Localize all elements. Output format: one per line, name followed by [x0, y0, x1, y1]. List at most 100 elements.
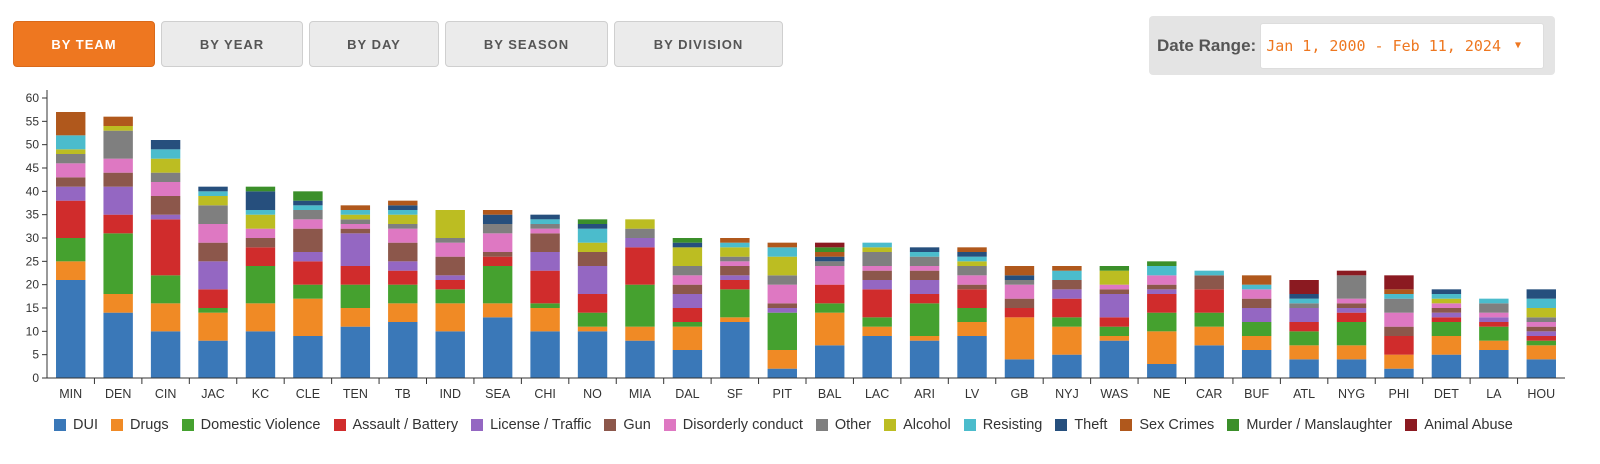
- x-tick-label: DET: [1434, 387, 1459, 401]
- legend-swatch: [1405, 419, 1418, 431]
- legend-item[interactable]: Disorderly conduct: [663, 417, 803, 433]
- tab-by-team[interactable]: BY TEAM: [13, 21, 155, 67]
- x-tick-label: NYJ: [1055, 387, 1079, 401]
- bar-segment: [909, 247, 940, 252]
- legend-item[interactable]: Sex Crimes: [1120, 417, 1214, 433]
- bar-segment: [1384, 289, 1414, 294]
- bar-segment: [103, 158, 133, 173]
- y-tick-label: 35: [26, 208, 40, 222]
- legend-swatch: [181, 419, 194, 431]
- caret-down-icon: ▼: [1515, 40, 1522, 51]
- bar-segment: [957, 256, 987, 262]
- bar-segment: [862, 266, 892, 271]
- tab-by-year[interactable]: BY YEAR: [161, 21, 303, 67]
- legend-item[interactable]: Animal Abuse: [1405, 417, 1513, 433]
- bar-segment: [1147, 284, 1177, 290]
- bar-segment: [957, 308, 987, 322]
- bar-segment: [340, 326, 371, 378]
- bar-segment: [103, 172, 133, 187]
- bar-segment: [388, 322, 418, 378]
- bar-segment: [1241, 336, 1272, 350]
- bar-segment: [56, 261, 86, 280]
- bar-segment: [815, 242, 845, 248]
- y-tick-label: 40: [26, 184, 40, 198]
- bar-segment: [1526, 336, 1556, 341]
- bar-segment: [767, 242, 797, 248]
- view-tabs: BY TEAM BY YEAR BY DAY BY SEASON BY DIVI…: [13, 21, 783, 67]
- bar-stack-nyj: [1052, 266, 1082, 378]
- date-range-panel: Date Range: Jan 1, 2000 - Feb 11, 2024 ▼: [1149, 16, 1555, 75]
- legend-item[interactable]: Domestic Violence: [181, 417, 321, 433]
- bar-segment: [577, 252, 608, 266]
- legend-item[interactable]: Resisting: [963, 417, 1042, 433]
- legend-item[interactable]: Other: [815, 417, 871, 433]
- bar-stack-la: [1479, 298, 1509, 378]
- bar-segment: [815, 312, 845, 346]
- legend-label: Theft: [1074, 417, 1108, 433]
- bar-segment: [625, 219, 655, 229]
- legend-item[interactable]: Alcohol: [884, 417, 951, 433]
- legend-item[interactable]: Assault / Battery: [333, 417, 458, 433]
- y-tick-label: 60: [26, 91, 40, 105]
- bar-segment: [909, 294, 940, 304]
- bar-segment: [1099, 336, 1130, 341]
- bar-segment: [198, 186, 228, 192]
- bar-segment: [1052, 354, 1082, 378]
- legend-item[interactable]: Drugs: [110, 417, 169, 433]
- bar-segment: [1431, 336, 1462, 355]
- tab-by-day[interactable]: BY DAY: [309, 21, 439, 67]
- bar-segment: [150, 219, 181, 276]
- bar-segment: [815, 266, 845, 285]
- bar-segment: [1052, 289, 1082, 299]
- bar-segment: [1336, 308, 1367, 313]
- bar-segment: [435, 289, 465, 304]
- bar-segment: [388, 210, 418, 215]
- bar-segment: [1194, 312, 1224, 327]
- bar-segment: [1147, 294, 1177, 313]
- legend-item[interactable]: License / Traffic: [471, 417, 591, 433]
- bar-segment: [1526, 331, 1556, 336]
- bar-segment: [150, 196, 181, 215]
- bar-segment: [720, 247, 750, 257]
- bar-segment: [340, 308, 371, 327]
- date-range-value: Jan 1, 2000 - Feb 11, 2024: [1266, 36, 1501, 55]
- bar-segment: [909, 252, 940, 257]
- bar-segment: [293, 261, 323, 285]
- legend-item[interactable]: Murder / Manslaughter: [1227, 417, 1392, 433]
- bar-segment: [672, 326, 703, 350]
- x-tick-label: ARI: [914, 387, 935, 401]
- bar-segment: [435, 256, 465, 276]
- bar-segment: [1336, 359, 1367, 378]
- tab-by-season[interactable]: BY SEASON: [445, 21, 608, 67]
- bar-stack-min: [56, 112, 86, 378]
- bar-segment: [815, 261, 845, 266]
- bar-segment: [815, 256, 845, 262]
- x-tick-label: KC: [252, 387, 269, 401]
- bar-segment: [1147, 275, 1177, 285]
- legend-item[interactable]: Theft: [1055, 417, 1107, 433]
- bar-segment: [245, 238, 276, 248]
- bar-segment: [1004, 275, 1035, 280]
- x-tick-label: MIN: [59, 387, 82, 401]
- bar-segment: [957, 336, 987, 378]
- tab-by-division[interactable]: BY DIVISION: [614, 21, 783, 67]
- x-tick-label: CAR: [1196, 387, 1222, 401]
- legend-item[interactable]: DUI: [54, 417, 98, 433]
- bar-segment: [909, 270, 940, 280]
- bar-segment: [862, 252, 892, 266]
- x-tick-label: JAC: [201, 387, 225, 401]
- bar-segment: [1384, 354, 1414, 369]
- bar-segment: [530, 219, 560, 224]
- bar-stack-sea: [482, 210, 513, 378]
- bar-segment: [1479, 317, 1509, 322]
- bars: [56, 112, 1556, 378]
- x-tick-label: NO: [583, 387, 602, 401]
- bar-segment: [1336, 275, 1367, 299]
- legend-item[interactable]: Gun: [604, 417, 651, 433]
- bar-segment: [1479, 350, 1509, 378]
- bar-segment: [625, 228, 655, 238]
- bar-stack-lv: [957, 247, 987, 378]
- bar-segment: [957, 322, 987, 336]
- date-range-select[interactable]: Jan 1, 2000 - Feb 11, 2024 ▼: [1260, 22, 1545, 69]
- legend-swatch: [333, 419, 346, 431]
